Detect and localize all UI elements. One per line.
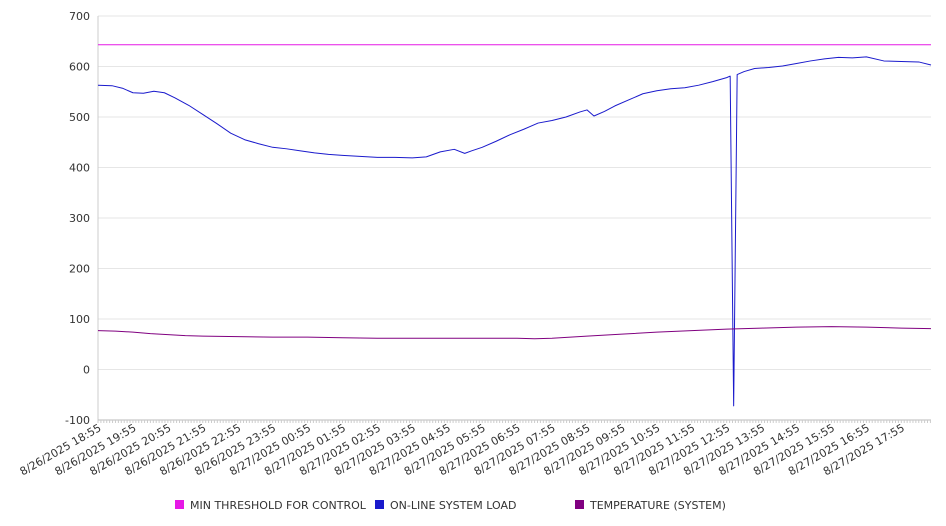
legend-swatch xyxy=(575,500,584,509)
legend-label: TEMPERATURE (SYSTEM) xyxy=(589,499,726,512)
y-tick-label: 400 xyxy=(69,162,90,175)
legend: MIN THRESHOLD FOR CONTROL ON-LINE SYSTEM … xyxy=(175,499,726,512)
legend-label: ON-LINE SYSTEM LOAD xyxy=(390,499,516,512)
legend-swatch xyxy=(175,500,184,509)
y-tick-label: 200 xyxy=(69,263,90,276)
y-tick-label: 300 xyxy=(69,212,90,225)
y-tick-label: 500 xyxy=(69,111,90,124)
series-line-1 xyxy=(97,56,932,407)
y-tick-label: 700 xyxy=(69,10,90,23)
y-tick-label: 600 xyxy=(69,61,90,74)
grid-layer xyxy=(98,15,931,421)
y-tick-label: -100 xyxy=(65,414,90,427)
legend-swatch xyxy=(375,500,384,509)
y-tick-label: 0 xyxy=(83,364,90,377)
y-tick-label: 100 xyxy=(69,313,90,326)
legend-label: MIN THRESHOLD FOR CONTROL xyxy=(190,499,367,512)
series-layer xyxy=(97,44,932,407)
series-line-2 xyxy=(97,326,932,340)
